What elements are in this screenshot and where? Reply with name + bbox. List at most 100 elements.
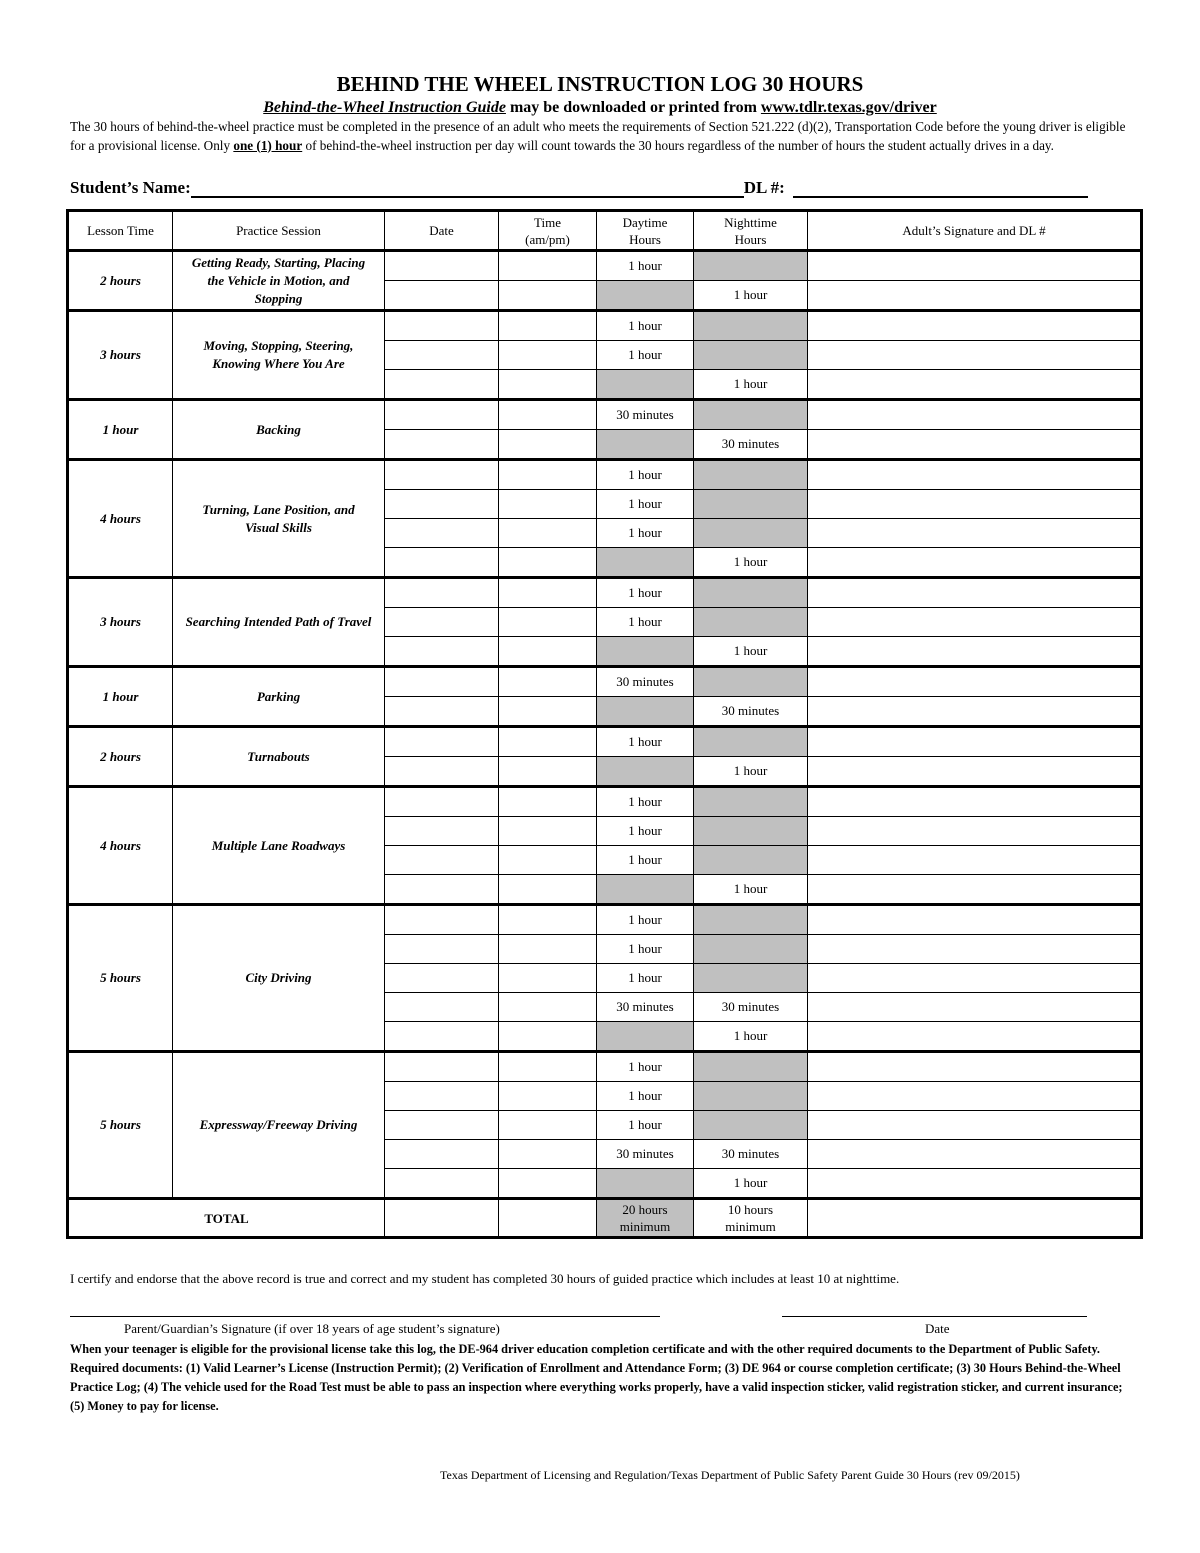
adult-signature-field[interactable] — [807, 756, 1142, 787]
guide-url-link[interactable]: www.tdlr.texas.gov/driver — [760, 99, 937, 116]
time-field[interactable] — [498, 1050, 597, 1082]
date-field[interactable] — [384, 636, 499, 667]
adult-signature-field[interactable] — [807, 458, 1142, 490]
adult-signature-field[interactable] — [807, 607, 1142, 637]
time-field[interactable] — [498, 992, 597, 1022]
adult-signature-field[interactable] — [807, 398, 1142, 430]
adult-signature-field[interactable] — [807, 1168, 1142, 1199]
time-field[interactable] — [498, 845, 597, 875]
date-field[interactable] — [384, 1081, 499, 1111]
date-field[interactable] — [384, 398, 499, 430]
adult-signature-field[interactable] — [807, 696, 1142, 727]
adult-signature-field[interactable] — [807, 1139, 1142, 1169]
adult-signature-field[interactable] — [807, 845, 1142, 875]
date-field[interactable] — [384, 429, 499, 460]
time-field[interactable] — [498, 576, 597, 608]
date-field[interactable] — [384, 249, 499, 281]
date-field[interactable] — [384, 280, 499, 311]
date-field[interactable] — [384, 369, 499, 400]
date-field[interactable] — [384, 1168, 499, 1199]
date-field[interactable] — [384, 1139, 499, 1169]
date-field[interactable] — [384, 547, 499, 578]
student-name-field[interactable] — [190, 178, 744, 198]
date-field[interactable] — [384, 1110, 499, 1140]
adult-signature-field[interactable] — [807, 280, 1142, 311]
dl-number-field[interactable] — [792, 178, 1088, 198]
date-field[interactable] — [384, 725, 499, 757]
date-field[interactable] — [384, 309, 499, 341]
time-field[interactable] — [498, 340, 597, 370]
adult-signature-field[interactable] — [807, 874, 1142, 905]
adult-signature-field[interactable] — [807, 636, 1142, 667]
date-field[interactable] — [384, 816, 499, 846]
time-field[interactable] — [498, 665, 597, 697]
date-field[interactable] — [384, 874, 499, 905]
adult-signature-field[interactable] — [807, 547, 1142, 578]
adult-signature-field[interactable] — [807, 576, 1142, 608]
adult-signature-field[interactable] — [807, 489, 1142, 519]
adult-signature-field[interactable] — [807, 816, 1142, 846]
time-field[interactable] — [498, 249, 597, 281]
adult-signature-field[interactable] — [807, 665, 1142, 697]
parent-signature-line[interactable] — [70, 1316, 660, 1317]
date-field[interactable] — [384, 576, 499, 608]
date-field[interactable] — [384, 934, 499, 964]
adult-signature-field[interactable] — [807, 785, 1142, 817]
time-field[interactable] — [498, 963, 597, 993]
date-field[interactable] — [384, 665, 499, 697]
time-field[interactable] — [498, 934, 597, 964]
adult-signature-field[interactable] — [807, 725, 1142, 757]
adult-signature-field[interactable] — [807, 429, 1142, 460]
adult-signature-field[interactable] — [807, 1021, 1142, 1052]
time-field[interactable] — [498, 1110, 597, 1140]
date-field[interactable] — [384, 340, 499, 370]
adult-signature-field[interactable] — [807, 249, 1142, 281]
time-field[interactable] — [498, 1021, 597, 1052]
date-field[interactable] — [384, 903, 499, 935]
date-field[interactable] — [384, 963, 499, 993]
date-line[interactable] — [782, 1316, 1087, 1317]
time-field[interactable] — [498, 280, 597, 311]
date-field[interactable] — [384, 992, 499, 1022]
time-field[interactable] — [498, 518, 597, 548]
date-field[interactable] — [384, 607, 499, 637]
time-field[interactable] — [498, 725, 597, 757]
adult-signature-field[interactable] — [807, 934, 1142, 964]
date-field[interactable] — [384, 845, 499, 875]
adult-signature-field[interactable] — [807, 903, 1142, 935]
adult-signature-field[interactable] — [807, 309, 1142, 341]
time-field[interactable] — [498, 785, 597, 817]
time-field[interactable] — [498, 489, 597, 519]
adult-signature-field[interactable] — [807, 963, 1142, 993]
adult-signature-field[interactable] — [807, 1110, 1142, 1140]
time-field[interactable] — [498, 547, 597, 578]
adult-signature-field[interactable] — [807, 518, 1142, 548]
time-field[interactable] — [498, 458, 597, 490]
date-field[interactable] — [384, 518, 499, 548]
date-field[interactable] — [384, 458, 499, 490]
adult-signature-field[interactable] — [807, 369, 1142, 400]
time-field[interactable] — [498, 309, 597, 341]
time-field[interactable] — [498, 816, 597, 846]
adult-signature-field[interactable] — [807, 1081, 1142, 1111]
time-field[interactable] — [498, 1081, 597, 1111]
time-field[interactable] — [498, 1139, 597, 1169]
adult-signature-field[interactable] — [807, 992, 1142, 1022]
adult-signature-field[interactable] — [807, 340, 1142, 370]
time-field[interactable] — [498, 903, 597, 935]
time-field[interactable] — [498, 369, 597, 400]
date-field[interactable] — [384, 1021, 499, 1052]
date-field[interactable] — [384, 696, 499, 727]
date-field[interactable] — [384, 1050, 499, 1082]
date-field[interactable] — [384, 489, 499, 519]
time-field[interactable] — [498, 756, 597, 787]
time-field[interactable] — [498, 398, 597, 430]
time-field[interactable] — [498, 429, 597, 460]
time-field[interactable] — [498, 696, 597, 727]
adult-signature-field[interactable] — [807, 1050, 1142, 1082]
date-field[interactable] — [384, 785, 499, 817]
date-field[interactable] — [384, 756, 499, 787]
time-field[interactable] — [498, 636, 597, 667]
time-field[interactable] — [498, 607, 597, 637]
time-field[interactable] — [498, 1168, 597, 1199]
